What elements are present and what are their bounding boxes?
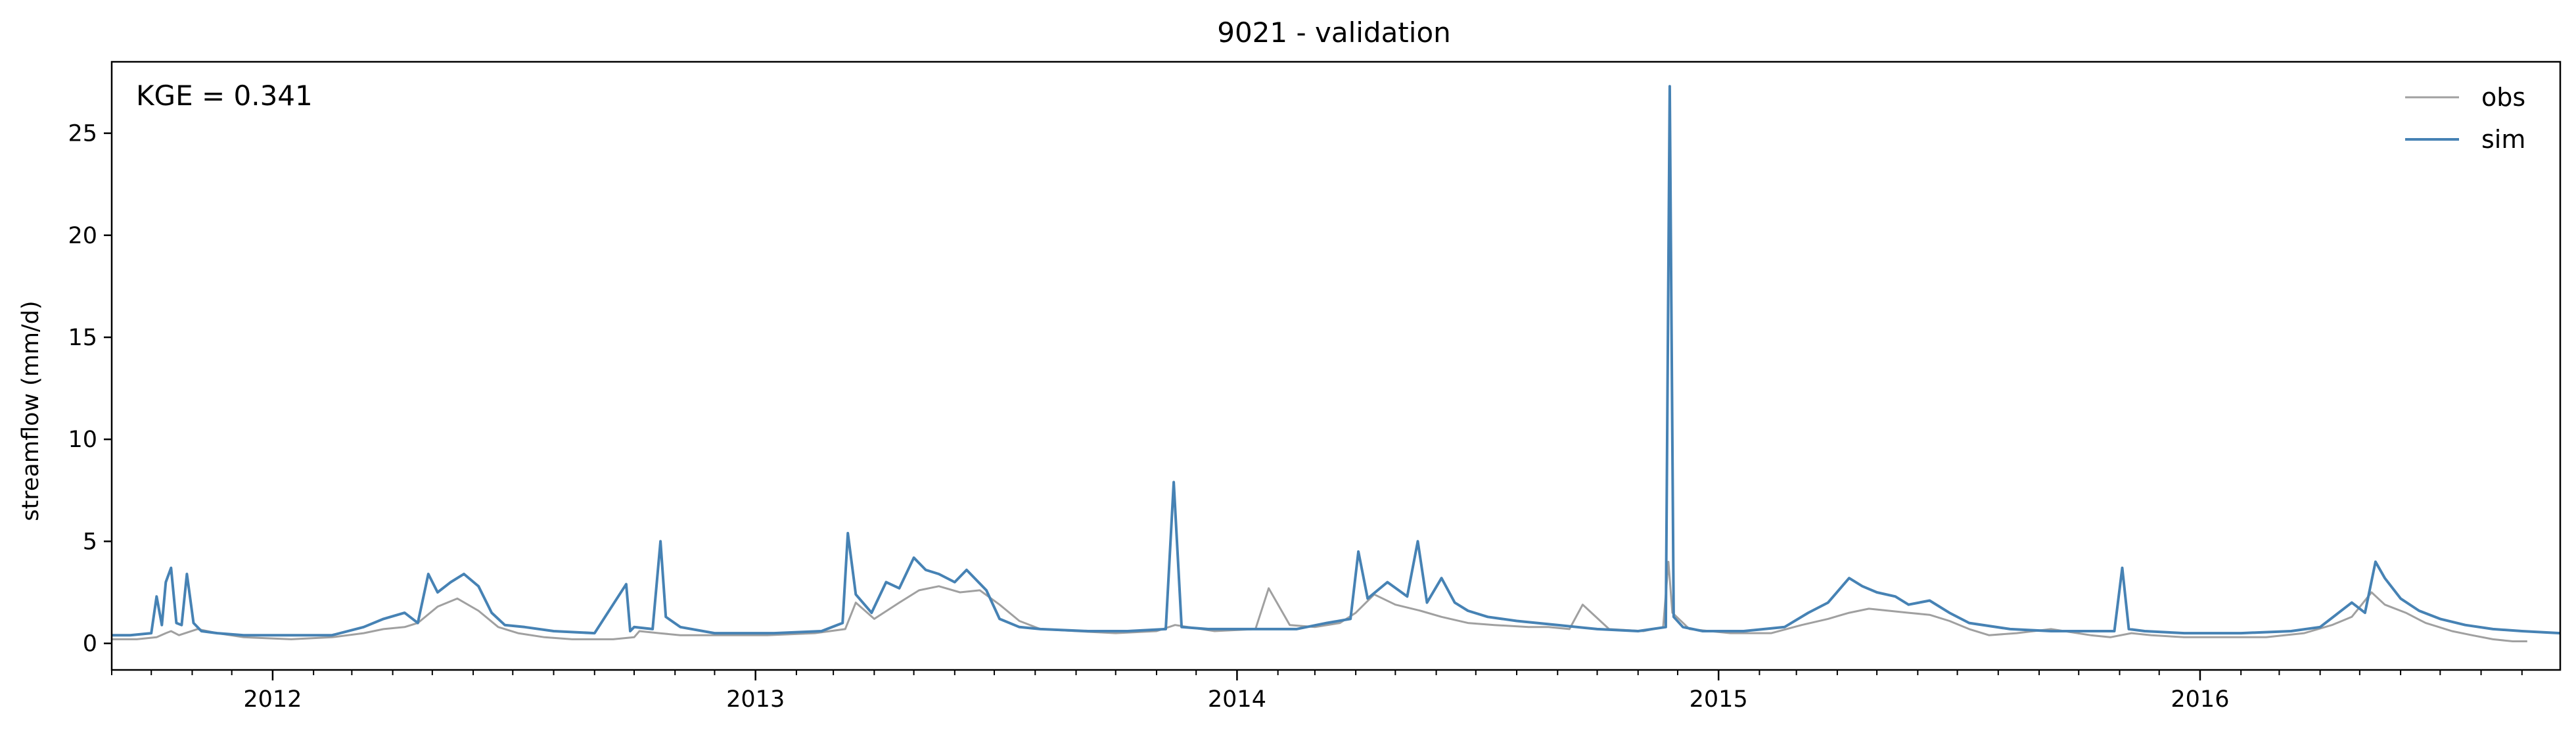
y-tick-label: 15	[68, 325, 97, 351]
series-layer	[112, 85, 2561, 641]
y-tick-label: 25	[68, 121, 97, 147]
x-tick-label: 2013	[726, 686, 785, 713]
y-tick-label: 20	[68, 223, 97, 249]
x-tick-label: 2014	[1208, 686, 1266, 713]
chart-title: 9021 - validation	[1217, 16, 1451, 49]
x-tick-label: 2012	[243, 686, 302, 713]
legend-label-obs: obs	[2481, 83, 2525, 112]
x-tick-label: 2015	[1690, 686, 1748, 713]
y-tick-label: 10	[68, 427, 97, 453]
y-tick-label: 5	[83, 529, 97, 555]
x-axis: 2012 2013 2014 2015 2016	[111, 670, 2523, 713]
x-tick-label: 2016	[2171, 686, 2229, 713]
legend-label-sim: sim	[2481, 125, 2525, 154]
kge-annotation: KGE = 0.341	[136, 80, 313, 112]
y-axis: 0 5 10 15 20 25	[68, 121, 112, 657]
y-tick-label: 0	[83, 631, 97, 657]
plot-frame	[110, 60, 2562, 671]
legend: obs sim	[2405, 83, 2525, 154]
plot-area	[110, 60, 2562, 671]
y-axis-label: streamflow (mm/d)	[18, 300, 44, 521]
series-line-sim	[112, 85, 2561, 637]
